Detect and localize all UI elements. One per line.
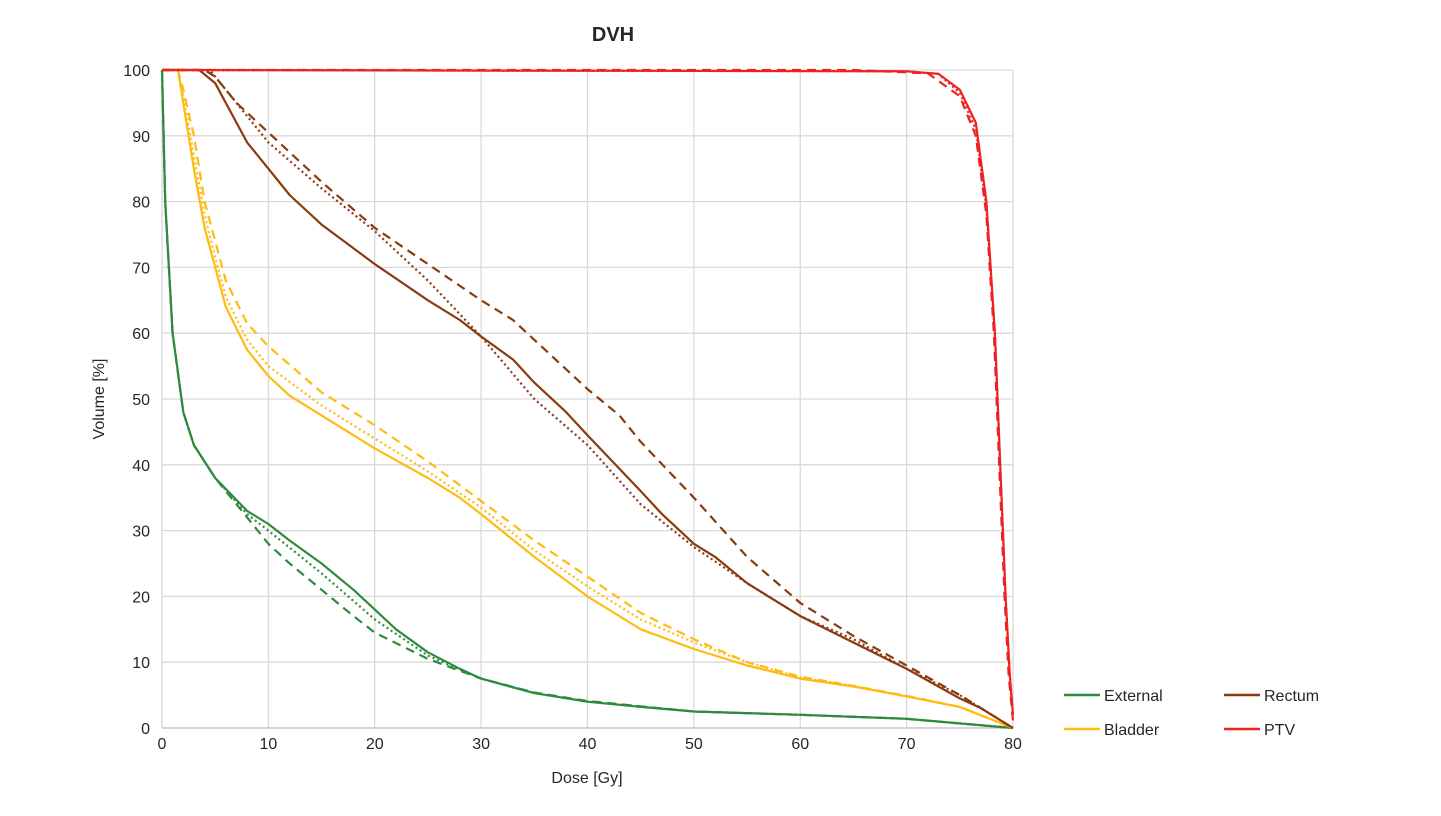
- series-line-external-dotted: [160, 69, 1014, 730]
- series-line-ptv-dotted: [161, 68, 1015, 715]
- x-tick-label: 70: [898, 736, 916, 753]
- y-tick-label: 40: [132, 458, 150, 475]
- y-tick-label: 60: [132, 326, 150, 343]
- x-tick-label: 10: [259, 736, 277, 753]
- legend-label-ptv: PTV: [1264, 722, 1295, 739]
- x-tick-label: 20: [366, 736, 384, 753]
- x-tick-label: 80: [1004, 736, 1022, 753]
- x-tick-label: 0: [158, 736, 167, 753]
- x-tick-label: 50: [685, 736, 703, 753]
- y-tick-label: 80: [132, 195, 150, 212]
- y-tick-label: 90: [132, 129, 150, 146]
- y-tick-label: 20: [132, 589, 150, 606]
- x-tick-label: 60: [791, 736, 809, 753]
- series-line-bladder-dashed: [162, 68, 1014, 730]
- series-line-rectum-dashed: [162, 68, 1014, 729]
- legend-label-rectum: Rectum: [1264, 688, 1319, 705]
- y-tick-label: 50: [132, 392, 150, 409]
- y-tick-label: 70: [132, 260, 150, 277]
- x-tick-label: 40: [579, 736, 597, 753]
- y-axis-label: Volume [%]: [91, 359, 108, 440]
- x-tick-label: 30: [472, 736, 490, 753]
- y-tick-label: 10: [132, 655, 150, 672]
- y-tick-label: 0: [141, 721, 150, 738]
- y-tick-label: 100: [123, 63, 150, 80]
- series-line-bladder-dotted: [162, 68, 1014, 730]
- series-line-rectum-dotted: [162, 68, 1014, 729]
- x-axis-label: Dose [Gy]: [551, 770, 622, 787]
- y-tick-label: 30: [132, 524, 150, 541]
- series-line-bladder-solid: [162, 68, 1014, 730]
- series-line-rectum-solid: [162, 68, 1014, 729]
- legend-label-external: External: [1104, 688, 1163, 705]
- chart-title: DVH: [592, 24, 634, 46]
- legend-label-bladder: Bladder: [1104, 722, 1160, 739]
- legend: External Rectum Bladder PTV: [1064, 688, 1319, 739]
